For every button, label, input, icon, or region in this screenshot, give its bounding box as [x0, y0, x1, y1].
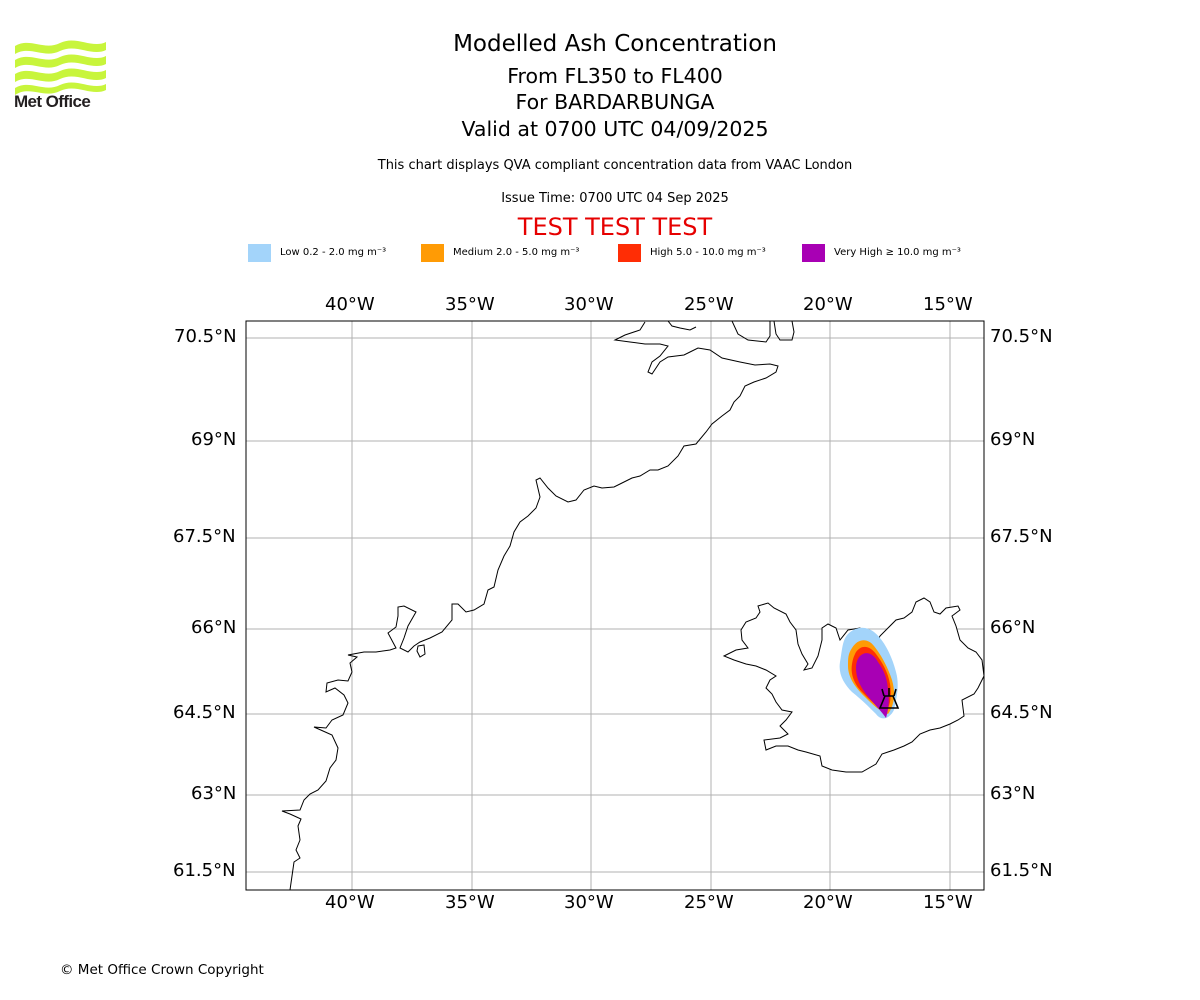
lon-label-top-40w: 40°W	[325, 294, 375, 315]
met-office-logo-text: Met Office	[14, 92, 91, 111]
greenland-north-coast	[667, 321, 697, 331]
legend-swatch-very-high	[802, 244, 825, 262]
lat-label-right-64-5n: 64.5°N	[990, 702, 1053, 723]
lon-label-bottom-40w: 40°W	[325, 892, 375, 913]
lon-label-top-25w: 25°W	[684, 294, 734, 315]
lat-label-left-69n: 69°N	[191, 429, 237, 450]
lon-label-bottom-30w: 30°W	[564, 892, 614, 913]
greenland-coastline	[281, 321, 779, 890]
lon-label-bottom-15w: 15°W	[923, 892, 973, 913]
chart-title: Modelled Ash Concentration	[453, 31, 777, 57]
lon-label-top-15w: 15°W	[923, 294, 973, 315]
ash-plume	[839, 627, 898, 719]
lat-label-left-66n: 66°N	[191, 617, 237, 638]
lat-label-right-66n: 66°N	[990, 617, 1036, 638]
lon-label-top-20w: 20°W	[803, 294, 853, 315]
legend-swatch-high	[618, 244, 641, 262]
map-frame	[245, 320, 985, 891]
legend-swatch-low	[248, 244, 271, 262]
ash-contour-very-high	[856, 653, 889, 718]
legend-label-medium: Medium 2.0 - 5.0 mg m⁻³	[453, 247, 580, 258]
lon-label-bottom-20w: 20°W	[803, 892, 853, 913]
legend-swatch-medium	[421, 244, 444, 262]
chart-description: This chart displays QVA compliant concen…	[377, 158, 853, 173]
lon-label-top-35w: 35°W	[445, 294, 495, 315]
met-office-logo	[15, 40, 106, 95]
lat-label-right-61-5n: 61.5°N	[990, 860, 1053, 881]
lon-label-bottom-25w: 25°W	[684, 892, 734, 913]
volcano-name: For BARDARBUNGA	[515, 90, 715, 114]
lon-label-bottom-35w: 35°W	[445, 892, 495, 913]
greenland-northeast-coast	[731, 321, 795, 343]
lat-label-right-70-5n: 70.5°N	[990, 326, 1053, 347]
lat-label-left-61-5n: 61.5°N	[173, 860, 236, 881]
greenland-small-island	[416, 644, 426, 658]
lat-label-right-69n: 69°N	[990, 429, 1036, 450]
lat-label-left-70-5n: 70.5°N	[174, 326, 237, 347]
legend-label-low: Low 0.2 - 2.0 mg m⁻³	[280, 247, 387, 258]
lat-label-left-63n: 63°N	[191, 783, 237, 804]
volcano-icon	[878, 688, 900, 709]
lat-label-right-67-5n: 67.5°N	[990, 526, 1053, 547]
copyright-notice: © Met Office Crown Copyright	[60, 962, 264, 978]
lat-label-right-63n: 63°N	[990, 783, 1036, 804]
legend-label-high: High 5.0 - 10.0 mg m⁻³	[650, 247, 766, 258]
map-gridlines	[246, 321, 984, 890]
test-banner: TEST TEST TEST	[517, 213, 713, 241]
lat-label-left-64-5n: 64.5°N	[173, 702, 236, 723]
lat-label-left-67-5n: 67.5°N	[173, 526, 236, 547]
valid-time: Valid at 0700 UTC 04/09/2025	[461, 117, 769, 141]
legend-label-very-high: Very High ≥ 10.0 mg m⁻³	[834, 247, 961, 258]
flight-level-range: From FL350 to FL400	[507, 64, 723, 88]
issue-time: Issue Time: 0700 UTC 04 Sep 2025	[501, 191, 729, 206]
lon-label-top-30w: 30°W	[564, 294, 614, 315]
